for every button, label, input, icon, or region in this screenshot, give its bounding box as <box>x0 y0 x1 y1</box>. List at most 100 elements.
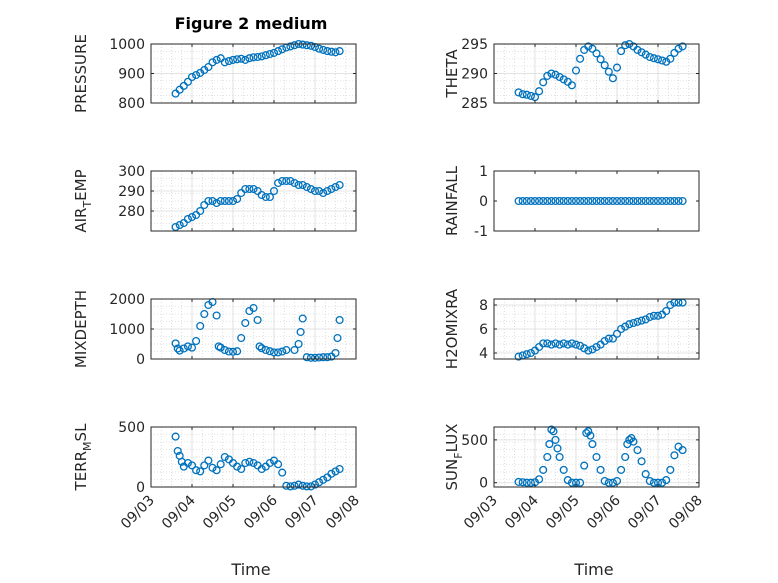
subplot-air-temp: 280 290 300 AIRTEMP <box>72 164 357 233</box>
data-point <box>596 465 605 474</box>
data-point <box>224 57 233 66</box>
data-point <box>641 470 650 479</box>
data-point <box>670 196 679 206</box>
data-point <box>261 192 270 202</box>
data-point <box>331 182 340 192</box>
data-point <box>522 196 531 206</box>
data-point <box>257 344 266 353</box>
figure-title: Figure 2 medium <box>175 14 328 33</box>
data-point <box>547 425 556 434</box>
data-point <box>278 176 287 186</box>
data-point <box>621 41 630 50</box>
data-point <box>245 457 254 466</box>
data-point <box>265 458 274 468</box>
data-point <box>253 315 262 325</box>
data-point <box>200 309 209 319</box>
data-point <box>553 444 562 453</box>
data-point <box>551 196 560 206</box>
data-point <box>522 350 531 359</box>
data-point <box>543 339 552 348</box>
data-point <box>571 340 581 349</box>
data-point <box>294 339 303 349</box>
data-point <box>645 312 654 322</box>
data-point <box>228 347 238 356</box>
data-point <box>171 339 180 348</box>
subplot-sun-flux: 0 500 09/03 09/04 09/05 09/06 09/07 09/08 SUNFLU… <box>443 424 706 533</box>
data-point <box>514 88 523 97</box>
data-point <box>584 42 593 51</box>
data-point <box>641 50 650 59</box>
y-tick-label: 6 <box>479 322 488 338</box>
data-point <box>625 196 634 206</box>
data-point <box>543 196 552 206</box>
data-point <box>539 339 548 348</box>
data-point <box>551 435 560 444</box>
y-axis-label: MIXDEPTH <box>72 290 90 368</box>
data-point <box>274 460 283 469</box>
data-point <box>192 466 201 475</box>
data-point <box>576 478 585 487</box>
data-point <box>645 476 654 486</box>
y-tick-label: 1 <box>479 164 488 180</box>
data-point <box>629 318 638 328</box>
data-point <box>196 467 205 476</box>
data-point <box>220 345 229 355</box>
data-point <box>526 196 535 206</box>
data-point <box>608 478 617 487</box>
data-point <box>621 452 630 462</box>
data-point <box>666 54 675 63</box>
data-point <box>237 188 246 198</box>
data-point <box>208 196 217 206</box>
data-point <box>302 482 311 491</box>
y-tick-label: 2000 <box>109 292 145 308</box>
data-point <box>612 196 622 206</box>
data-point <box>666 196 675 206</box>
data-point <box>604 478 613 487</box>
data-point <box>592 196 601 206</box>
data-point <box>571 66 581 75</box>
data-point <box>335 47 344 56</box>
data-point <box>216 343 225 352</box>
data-point <box>245 54 254 63</box>
data-point <box>600 61 609 70</box>
data-point <box>567 478 576 487</box>
data-point <box>253 186 262 196</box>
data-point <box>555 340 564 349</box>
y-tick-label: 285 <box>461 96 488 112</box>
data-point <box>335 315 344 325</box>
axes-border <box>493 426 700 488</box>
data-point <box>633 196 642 206</box>
data-point <box>265 192 274 202</box>
data-point <box>319 45 328 54</box>
subplot-h2omixra: 4 6 8 H2OMIXRA <box>443 288 700 369</box>
data-point <box>637 196 646 206</box>
data-point <box>604 196 613 206</box>
data-point <box>175 220 184 230</box>
data-point <box>282 481 291 490</box>
data-point <box>633 317 642 326</box>
axes-border <box>150 426 357 488</box>
data-point <box>596 196 605 206</box>
data-point <box>674 196 683 206</box>
data-point <box>302 353 311 362</box>
data-point <box>617 47 626 56</box>
data-point <box>212 466 221 475</box>
data-point <box>666 300 675 310</box>
x-axis-label-right: Time <box>573 560 613 579</box>
data-point <box>674 44 683 53</box>
data-point <box>274 178 283 188</box>
data-point <box>249 303 258 313</box>
data-point <box>302 182 311 192</box>
data-point <box>584 427 593 436</box>
data-point <box>645 52 654 62</box>
data-point <box>220 58 229 67</box>
data-point <box>327 469 336 478</box>
data-point <box>255 342 264 351</box>
data-point <box>600 196 609 206</box>
data-point <box>249 458 258 468</box>
data-point <box>204 62 213 72</box>
data-point <box>547 340 556 349</box>
data-point <box>187 461 197 470</box>
data-point <box>327 47 336 56</box>
y-axis-label: THETA <box>443 49 461 99</box>
